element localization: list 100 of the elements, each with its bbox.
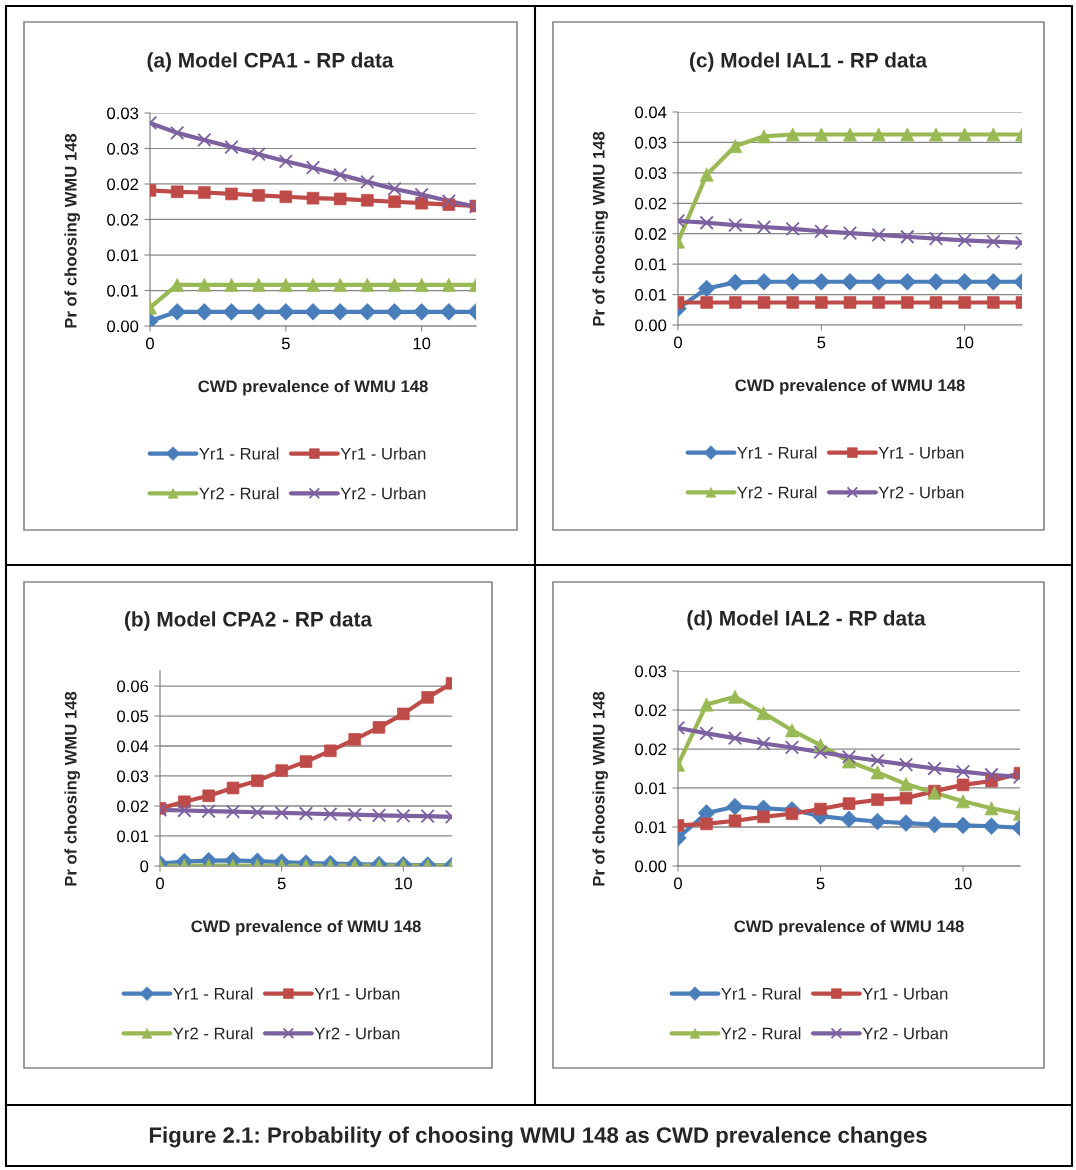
point [898,757,914,772]
x-axis-title: CWD prevalence of WMU 148 [198,380,428,396]
chart-title: (d) Model IAL2 - RP data [687,610,926,630]
point [420,809,435,824]
x-tick-label: 10 [955,877,972,890]
y-tick-label: 0.02 [117,800,149,813]
x-tick-label: 5 [816,877,825,890]
point [333,167,348,182]
legend-label: Yr1 - Urban [878,446,964,459]
legend-label: Yr1 - Rural [199,447,279,460]
y-tick-label: 0.03 [635,136,667,149]
y-axis-title: Pr of choosing WMU 148 [592,131,608,326]
point [927,761,942,776]
x-axis-title: CWD prevalence of WMU 148 [191,920,421,936]
y-tick-label: 0.02 [635,228,667,240]
y-tick-label: 0 [140,860,149,873]
point [897,814,915,832]
chart-title: (a) Model CPA1 - RP data [147,52,394,72]
point [414,187,429,202]
y-tick-label: 0.02 [107,178,139,191]
y-tick-label: 0.01 [107,284,139,297]
y-tick-label: 0.01 [635,258,667,271]
x-tick-label: 5 [817,336,826,349]
y-tick-label: 0.02 [635,704,667,717]
point [305,160,321,175]
y-tick-label: 0.00 [635,860,667,873]
x-tick-label: 0 [156,877,164,890]
point [986,234,1001,249]
point [371,808,387,823]
y-tick-label: 0.03 [117,770,149,783]
y-tick-label: 0.01 [107,249,139,262]
caption: Figure 2.1: Probability of choosing WMU 148 as CWD prevalence changes [149,1126,927,1148]
y-tick-label: 0.00 [635,319,667,332]
point [201,803,216,819]
point [841,749,857,764]
x-tick-label: 10 [395,877,412,890]
y-axis-title: Pr of choosing WMU 148 [64,691,80,886]
point [170,185,184,199]
point [347,807,362,822]
x-axis-title: CWD prevalence of WMU 148 [735,379,965,395]
x-tick-label: 5 [277,877,286,890]
x-tick-label: 5 [281,337,290,350]
y-tick-label: 0.05 [117,710,149,723]
point [928,231,944,246]
point [177,803,192,818]
legend-label: Yr2 - Urban [862,1027,948,1040]
legend-label: Yr2 - Urban [314,1027,400,1040]
x-tick-label: 10 [413,337,431,350]
point [955,764,971,779]
legend-label: Yr1 - Rural [737,446,817,459]
legend-label: Yr1 - Rural [721,987,801,1000]
point [224,139,239,155]
y-tick-label: 0.01 [635,288,667,301]
chart-title: (c) Model IAL1 - RP data [690,52,928,72]
point [274,805,289,821]
y-tick-label: 0.03 [635,665,667,678]
point [251,147,266,162]
point [251,774,264,788]
y-tick-label: 0.00 [107,320,139,333]
point [842,225,858,241]
point [756,736,771,751]
y-tick-label: 0.01 [117,830,149,843]
y-tick-label: 0.04 [117,740,149,753]
point [250,805,265,820]
point [441,193,456,209]
point [784,740,800,755]
legend-label: Yr2 - Urban [340,487,426,500]
point [957,233,972,248]
legend-label: Yr2 - Urban [878,486,964,499]
point [323,806,338,822]
x-axis-title: CWD prevalence of WMU 148 [734,920,964,936]
point [699,726,714,741]
point [728,814,742,828]
point [756,219,772,235]
point [170,125,185,141]
point [333,192,347,206]
legend-label: Yr2 - Rural [721,1027,801,1040]
point [870,753,885,768]
legend-label: Yr2 - Rural [199,487,279,500]
point [360,174,375,190]
y-tick-label: 0.01 [635,821,667,834]
point [726,273,745,292]
point [699,215,714,230]
y-tick-label: 0.04 [635,106,667,119]
x-tick-label: 0 [674,336,682,349]
point [396,808,411,824]
point [814,224,829,239]
point [728,218,743,233]
y-tick-label: 0.02 [635,197,667,210]
chart-title: (b) Model CPA2 - RP data [124,611,373,631]
legend-label: Yr2 - Rural [173,1027,253,1040]
legend-label: Yr1 - Urban [340,447,426,460]
point [785,221,800,237]
legend-label: Yr1 - Urban [314,987,400,1000]
y-tick-label: 0.03 [107,142,139,155]
y-tick-label: 0.02 [107,213,139,226]
point [871,227,886,243]
point [813,744,828,760]
point [225,804,241,819]
point [197,132,212,148]
